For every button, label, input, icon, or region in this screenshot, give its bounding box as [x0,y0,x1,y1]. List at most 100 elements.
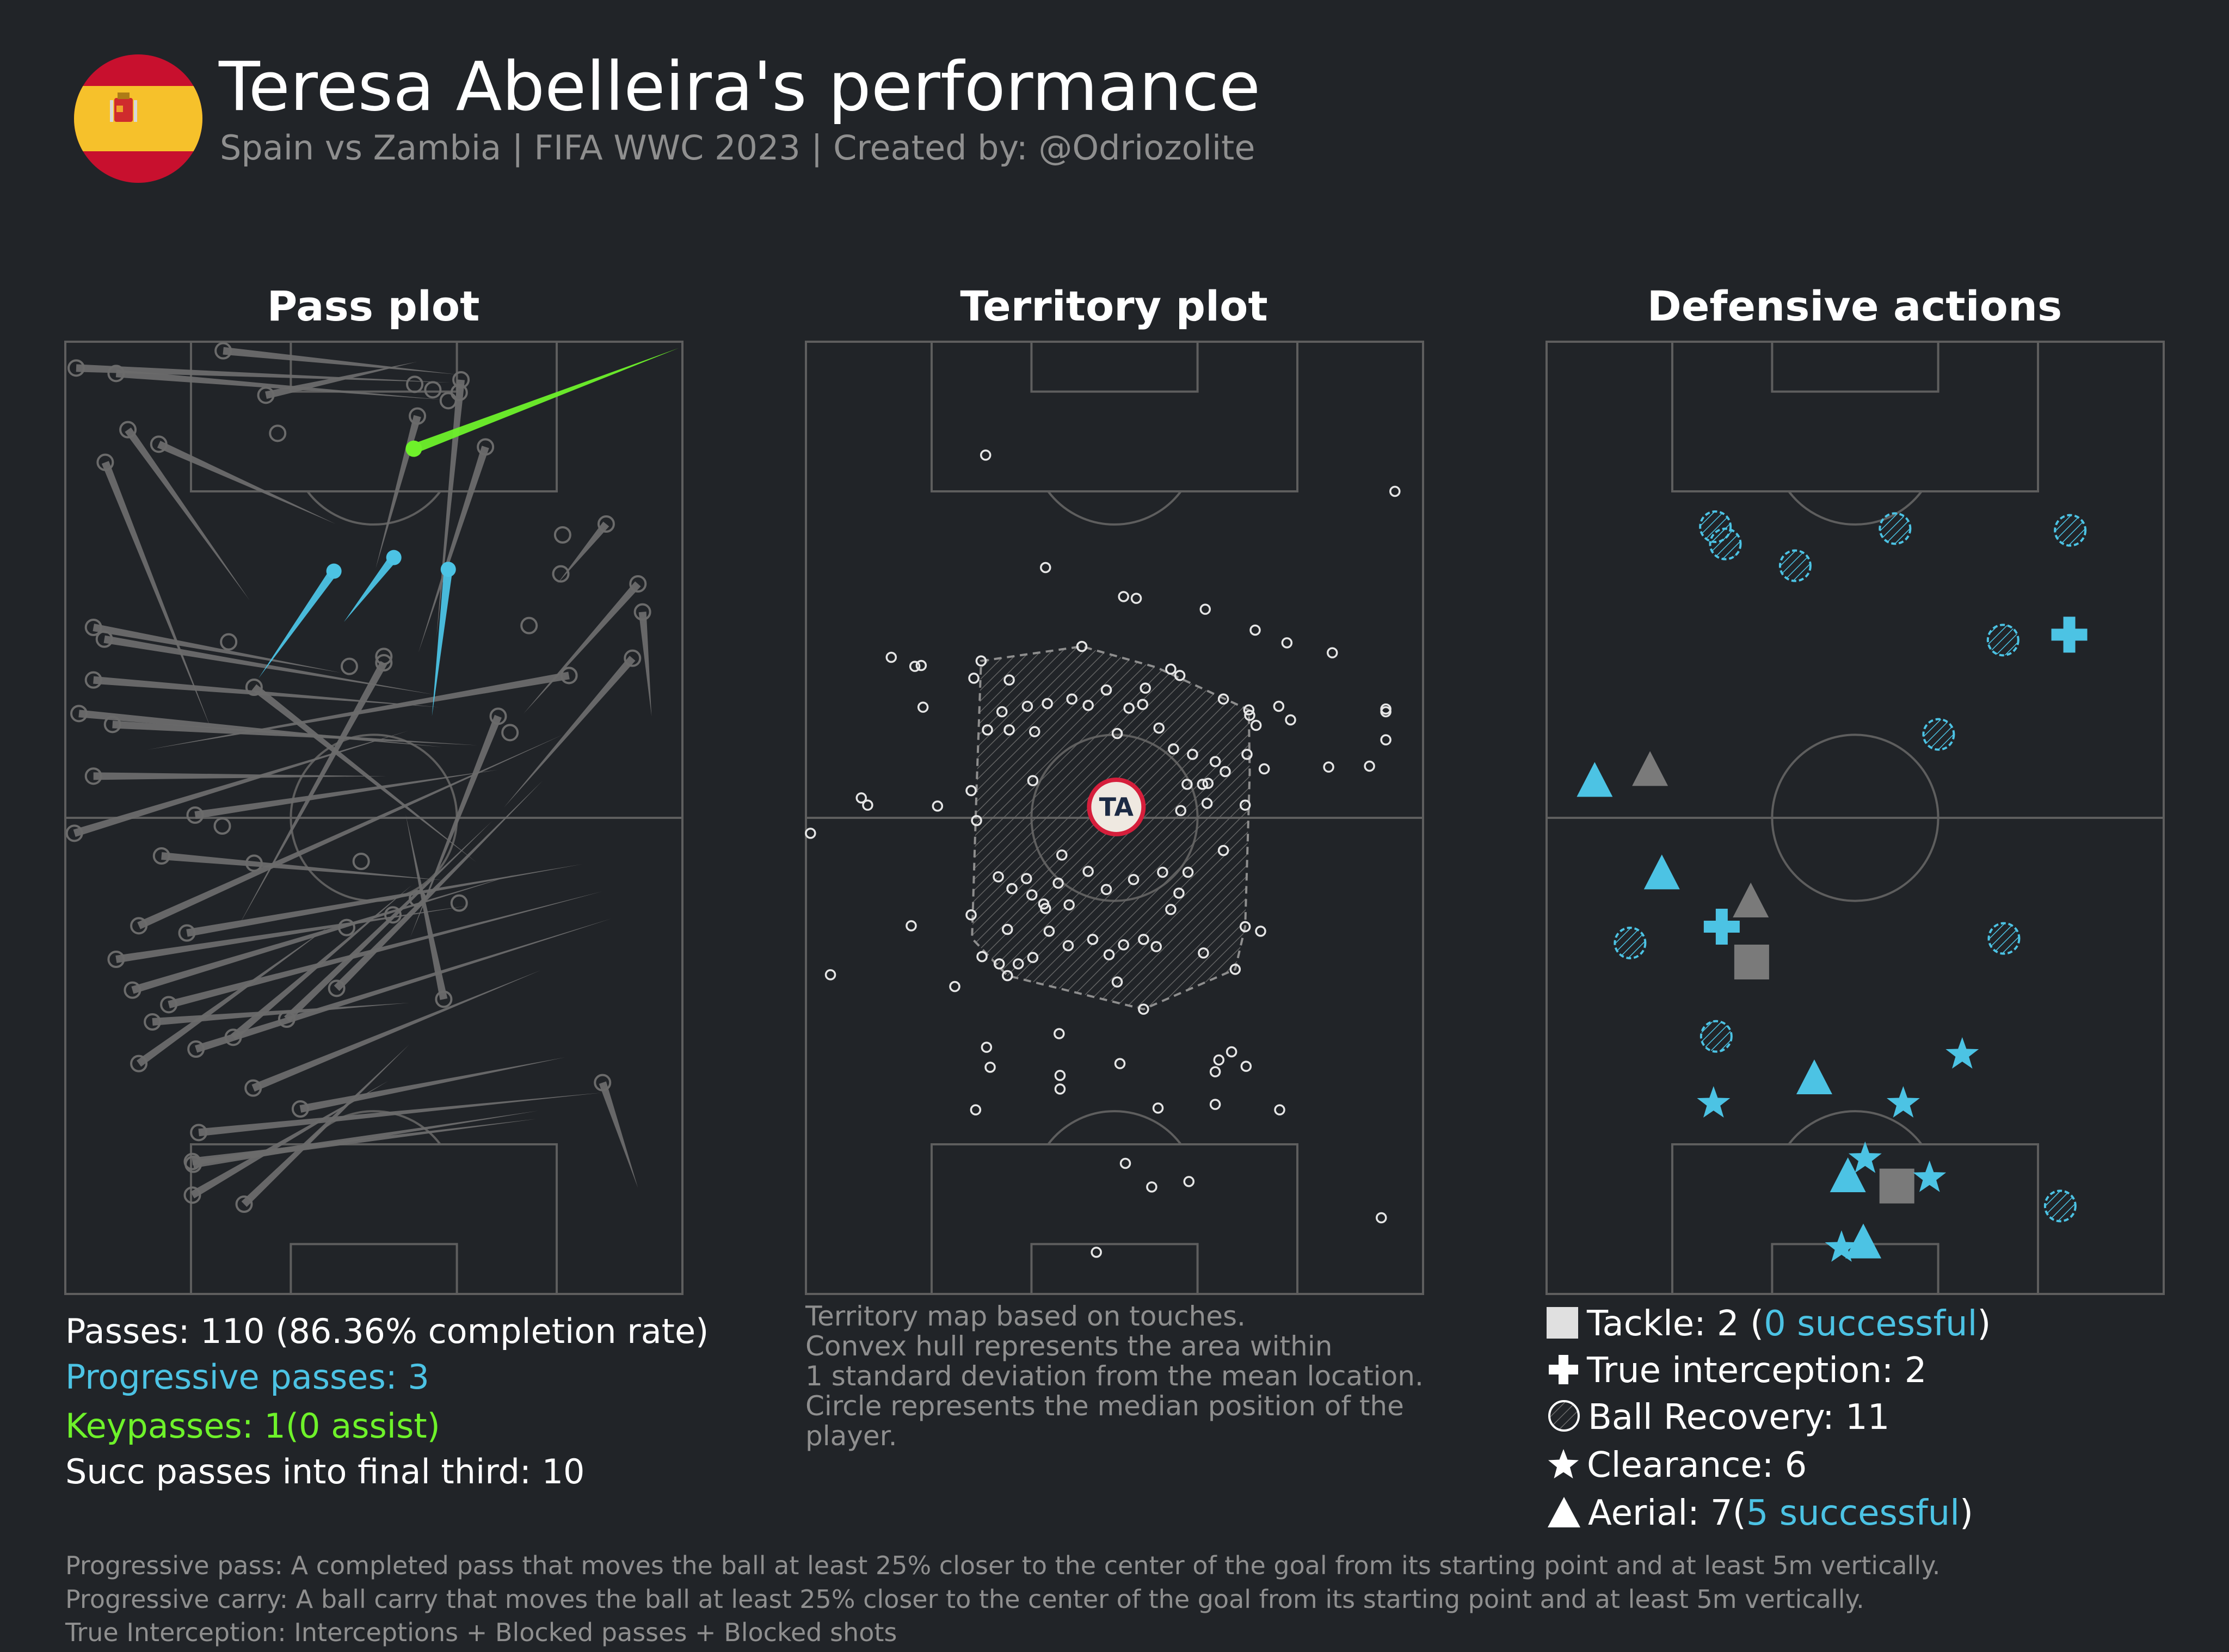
pass-start-point [152,847,170,865]
top-penalty-arc [1047,490,1182,526]
top-six-yard-box [1771,341,1939,393]
top-six-yard-box [290,341,458,393]
ball-recovery-marker [1922,718,1955,751]
touch-point [1258,763,1270,775]
pass-point [450,384,468,402]
pass-point [384,906,402,924]
pass-line [410,714,502,938]
pass-line [194,769,498,819]
pass-line [195,919,612,1053]
pass-start-point [291,1100,309,1118]
pass-line [524,581,641,714]
page-subtitle: Spain vs Zambia | FIFA WWC 2023 | Create… [220,128,1255,168]
interception-label: True interception: 2 [1587,1351,1927,1391]
top-penalty-arc [306,490,441,526]
touch-point [1165,663,1177,675]
touch-point [1249,624,1261,636]
touch-point [976,951,988,963]
touch-point [1165,904,1177,915]
touch-point [1076,640,1088,652]
touch-point [971,815,982,827]
pass-line [241,1044,410,1207]
touch-point [1056,849,1068,861]
top-penalty-box [930,341,1299,492]
touch-point [1140,682,1151,694]
touch-point [981,1041,993,1053]
clearance-marker [1697,1086,1731,1118]
touch-point [1119,1157,1131,1169]
pass-start-point [245,679,263,696]
touch-point [1182,866,1194,878]
pass-start-point [375,654,393,671]
pass-line [186,864,583,937]
passes-stat: Passes: 110 (86.36% completion rate) [65,1311,709,1351]
star-icon [1548,1449,1579,1478]
pass-start-point [65,824,83,842]
pass-line [557,521,609,584]
pass-start-point [187,1040,205,1058]
touch-point [1241,749,1253,760]
touch-point [1209,1099,1221,1110]
pass-start-point [477,438,495,456]
aerial-marker [1577,762,1613,797]
touch-point [1239,799,1251,811]
touch-point [1240,1061,1252,1072]
hatched-circle-icon [1548,1400,1580,1432]
tackle-marker [1734,945,1769,979]
bottom-penalty-arc [1788,1110,1923,1145]
top-penalty-box [1671,341,2040,492]
touch-point [980,449,992,461]
pass-point [552,565,570,583]
recovery-label: Ball Recovery: 11 [1588,1397,1890,1438]
pass-line [157,440,336,524]
touch-point [1181,779,1193,790]
ball-recovery-marker [1879,512,1912,545]
touch-point [1173,887,1185,899]
touch-point [1153,722,1165,734]
touch-point [1217,845,1229,856]
aerial-label: Aerial: 7( [1588,1493,1746,1533]
pass-start-point [594,1074,612,1092]
touch-point [1103,949,1115,960]
keypasses-stat: Keypasses: 1(0 assist) [65,1406,440,1446]
pass-point [337,919,355,936]
touch-point [1111,728,1123,739]
pass-line [93,624,341,673]
footnote-progressive-pass: Progressive pass: A completed pass that … [65,1551,1941,1580]
touch-point [1100,684,1112,696]
touch-point [970,1104,982,1115]
touch-point [1138,1003,1149,1015]
pass-start-point [235,1195,253,1213]
triangle-icon [1548,1497,1580,1527]
clearance-marker [1945,1037,1979,1069]
touch-point [1152,1102,1164,1114]
keypass-line [412,348,679,454]
pass-start-point [633,603,651,621]
pass-start-point [84,671,102,689]
pass-point [439,392,457,410]
pass-point [520,617,538,634]
pass-line [103,635,434,695]
pass-start-point [130,1055,148,1072]
pass-line [418,446,489,653]
pass-start-point [84,767,102,785]
ball-recovery-marker [2043,1189,2077,1223]
aerial-marker [1632,751,1668,786]
touch-point [1175,805,1186,816]
pass-plot-title: Pass plot [267,282,480,330]
pass-start-point [214,342,232,360]
aerial-marker [1796,1059,1832,1094]
bottom-penalty-box [1671,1143,2040,1295]
touch-point [855,792,867,804]
pass-start-point [489,707,507,725]
final-third-stat: Succ passes into final third: 10 [65,1452,585,1491]
touch-point [1082,866,1094,877]
touch-point [1082,700,1094,711]
pass-line [168,891,603,1009]
touch-point [1217,693,1229,705]
tackle-marker [1879,1168,1914,1204]
touch-point [1187,749,1198,760]
pass-line [161,852,446,880]
legend-clearance: Clearance: 6 [1547,1445,1807,1485]
